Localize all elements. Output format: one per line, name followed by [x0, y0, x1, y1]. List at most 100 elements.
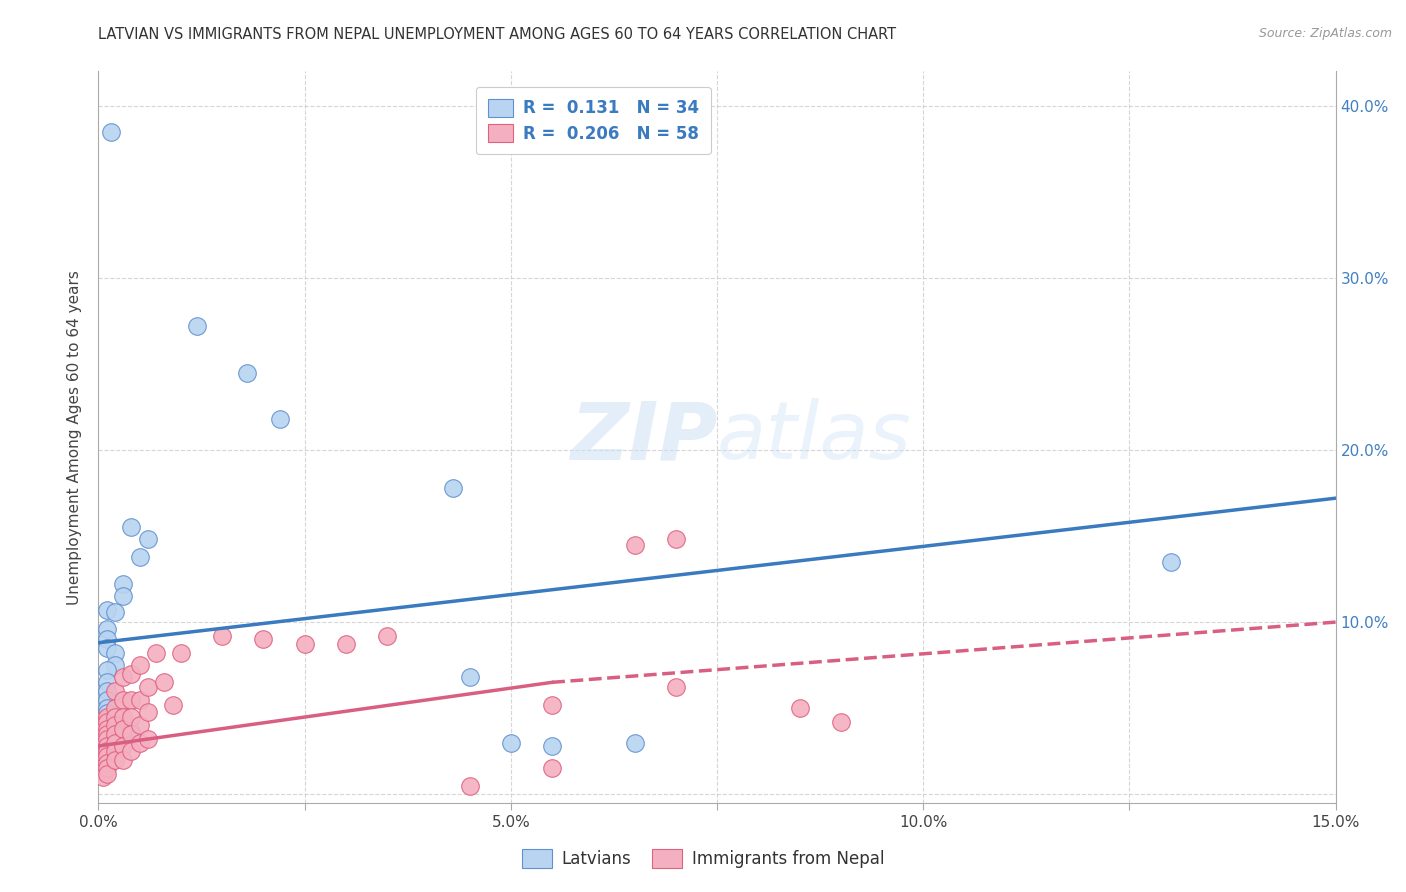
Point	[120, 710, 142, 724]
Point	[375, 629, 398, 643]
Point	[252, 632, 274, 647]
Point	[96, 684, 118, 698]
Point	[96, 710, 118, 724]
Point	[541, 698, 564, 712]
Point	[128, 692, 150, 706]
Point	[96, 766, 118, 780]
Point	[96, 727, 118, 741]
Point	[104, 753, 127, 767]
Point	[458, 670, 481, 684]
Point	[112, 753, 135, 767]
Point	[112, 692, 135, 706]
Point	[153, 675, 176, 690]
Point	[96, 603, 118, 617]
Point	[96, 692, 118, 706]
Point	[120, 744, 142, 758]
Point	[100, 125, 122, 139]
Point	[91, 759, 114, 773]
Point	[441, 481, 464, 495]
Point	[145, 646, 167, 660]
Point	[104, 701, 127, 715]
Point	[91, 764, 114, 779]
Point	[104, 718, 127, 732]
Legend: R =  0.131   N = 34, R =  0.206   N = 58: R = 0.131 N = 34, R = 0.206 N = 58	[477, 87, 710, 154]
Point	[830, 714, 852, 729]
Point	[91, 718, 114, 732]
Point	[104, 658, 127, 673]
Point	[112, 589, 135, 603]
Point	[120, 666, 142, 681]
Point	[789, 701, 811, 715]
Y-axis label: Unemployment Among Ages 60 to 64 years: Unemployment Among Ages 60 to 64 years	[67, 269, 83, 605]
Point	[91, 734, 114, 748]
Point	[104, 711, 127, 725]
Text: Source: ZipAtlas.com: Source: ZipAtlas.com	[1258, 27, 1392, 40]
Point	[128, 735, 150, 749]
Point	[104, 605, 127, 619]
Point	[170, 646, 193, 660]
Point	[120, 692, 142, 706]
Point	[91, 723, 114, 738]
Point	[112, 734, 135, 748]
Text: LATVIAN VS IMMIGRANTS FROM NEPAL UNEMPLOYMENT AMONG AGES 60 TO 64 YEARS CORRELAT: LATVIAN VS IMMIGRANTS FROM NEPAL UNEMPLO…	[98, 27, 897, 42]
Point	[96, 732, 118, 747]
Point	[96, 739, 118, 753]
Point	[112, 710, 135, 724]
Point	[91, 729, 114, 743]
Point	[541, 739, 564, 753]
Point	[112, 722, 135, 736]
Point	[335, 637, 357, 651]
Point	[211, 629, 233, 643]
Point	[104, 727, 127, 741]
Point	[541, 761, 564, 775]
Point	[128, 658, 150, 673]
Point	[96, 714, 118, 729]
Point	[96, 706, 118, 721]
Point	[112, 577, 135, 591]
Point	[120, 520, 142, 534]
Point	[104, 710, 127, 724]
Point	[96, 701, 118, 715]
Point	[136, 681, 159, 695]
Point	[112, 729, 135, 743]
Point	[112, 722, 135, 736]
Point	[104, 684, 127, 698]
Point	[104, 744, 127, 758]
Point	[294, 637, 316, 651]
Point	[96, 722, 118, 736]
Point	[269, 412, 291, 426]
Point	[96, 663, 118, 677]
Point	[136, 533, 159, 547]
Point	[96, 761, 118, 775]
Point	[623, 538, 645, 552]
Point	[91, 755, 114, 769]
Point	[186, 319, 208, 334]
Point	[96, 632, 118, 647]
Point	[91, 749, 114, 764]
Point	[96, 640, 118, 655]
Point	[128, 718, 150, 732]
Point	[1160, 555, 1182, 569]
Point	[96, 756, 118, 771]
Point	[96, 749, 118, 764]
Point	[499, 735, 522, 749]
Point	[91, 739, 114, 753]
Point	[128, 549, 150, 564]
Point	[112, 670, 135, 684]
Point	[623, 735, 645, 749]
Text: ZIP: ZIP	[569, 398, 717, 476]
Point	[120, 723, 142, 738]
Point	[665, 533, 688, 547]
Point	[112, 716, 135, 731]
Point	[136, 705, 159, 719]
Point	[104, 735, 127, 749]
Text: atlas: atlas	[717, 398, 912, 476]
Point	[96, 675, 118, 690]
Legend: Latvians, Immigrants from Nepal: Latvians, Immigrants from Nepal	[515, 843, 891, 875]
Point	[136, 732, 159, 747]
Point	[458, 779, 481, 793]
Point	[162, 698, 184, 712]
Point	[91, 713, 114, 727]
Point	[112, 739, 135, 753]
Point	[91, 770, 114, 784]
